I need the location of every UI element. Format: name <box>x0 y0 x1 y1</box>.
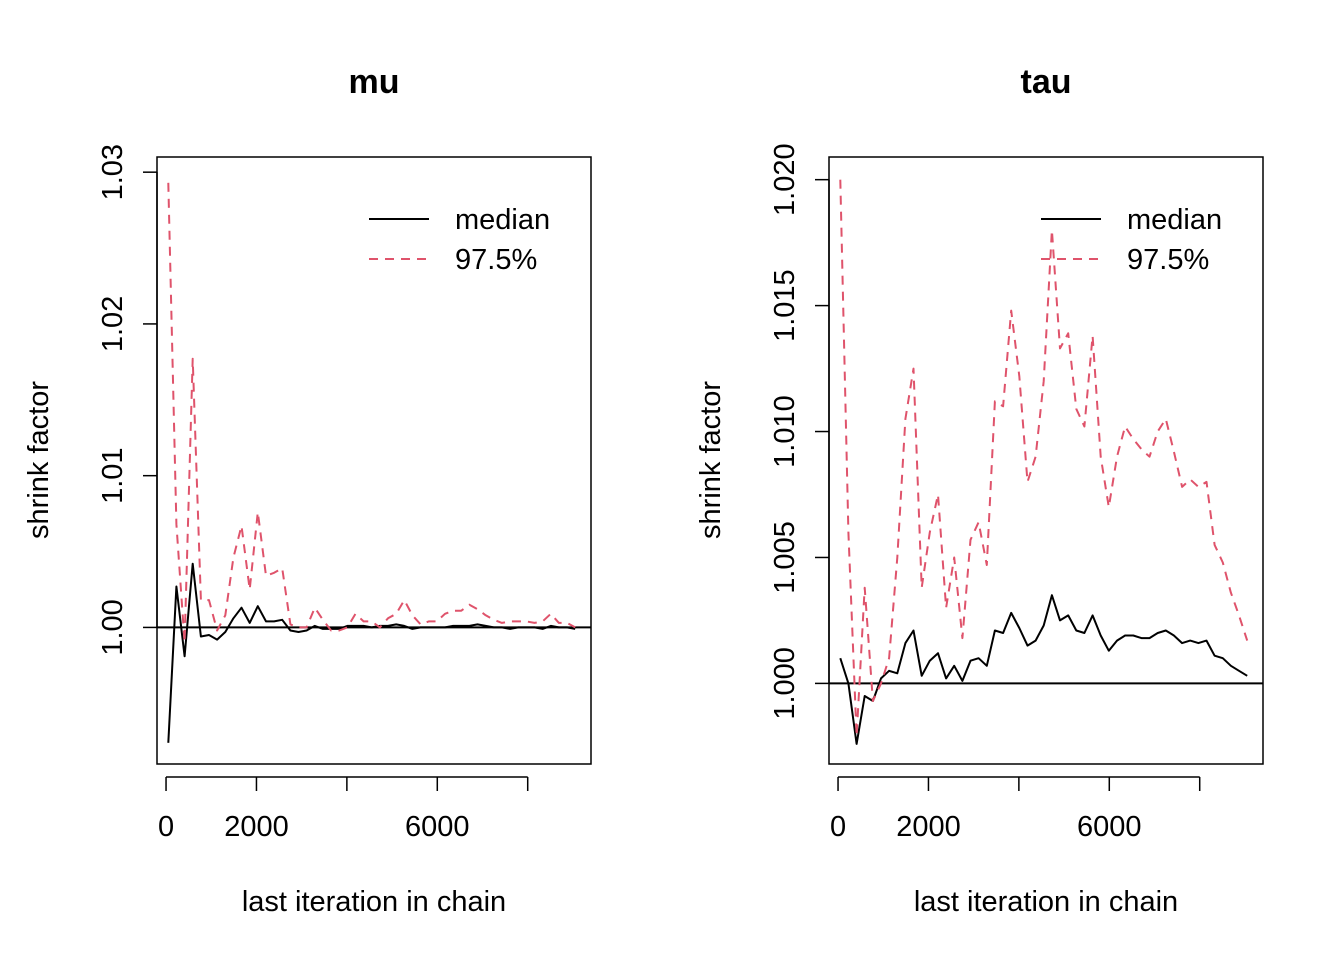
y-axis: 1.00 1.01 1.02 1.03 <box>97 144 158 656</box>
series-line-median <box>839 594 1248 745</box>
y-tick-label: 1.020 <box>769 143 801 216</box>
y-tick-label: 1.015 <box>769 269 801 342</box>
x-tick-label: 6000 <box>405 811 470 843</box>
x-tick-label: 0 <box>830 811 846 843</box>
chart-title: mu <box>349 63 400 101</box>
y-axis-label: shrink factor <box>23 381 55 539</box>
legend-label-97.5: 97.5% <box>1127 244 1209 276</box>
y-tick-label: 1.00 <box>97 599 129 655</box>
legend-label-97.5: 97.5% <box>455 244 537 276</box>
x-axis: 0 2000 6000 <box>830 776 1201 843</box>
y-tick-label: 1.005 <box>769 521 801 594</box>
series-layer <box>167 182 576 743</box>
series-line-median <box>167 562 576 743</box>
series-line-97.5 <box>839 179 1249 738</box>
legend: median 97.5% <box>1041 204 1222 276</box>
y-axis: 1.000 1.005 1.010 1.015 1.020 <box>769 143 830 720</box>
y-tick-label: 1.010 <box>769 395 801 468</box>
x-tick-label: 2000 <box>896 811 961 843</box>
chart-panel-tau: tau 0 2000 6000 1.0001.0051.0101.0151.020 … <box>695 63 1264 918</box>
x-tick-label: 0 <box>158 811 174 843</box>
x-axis: 0 2000 6000 <box>158 776 529 843</box>
x-tick-label: 6000 <box>1077 811 1142 843</box>
series-line-97.5 <box>167 182 576 644</box>
y-tick-label: 1.02 <box>97 296 129 352</box>
y-tick-label: 1.03 <box>97 144 129 200</box>
y-tick-label: 1.01 <box>97 447 129 503</box>
y-tick-label: 1.000 <box>769 647 801 720</box>
x-axis-label: last iteration in chain <box>242 886 506 918</box>
x-tick-label: 2000 <box>224 811 289 843</box>
x-axis-label: last iteration in chain <box>914 886 1178 918</box>
series-layer <box>839 179 1249 745</box>
y-axis-label: shrink factor <box>695 381 727 539</box>
legend: median 97.5% <box>369 204 550 276</box>
legend-label-median: median <box>1127 204 1222 236</box>
chart-panel-mu: mu 0 2000 6000 1.00 1.01 1.02 1.03 last itera… <box>23 63 592 918</box>
chart-title: tau <box>1021 63 1072 101</box>
legend-label-median: median <box>455 204 550 236</box>
